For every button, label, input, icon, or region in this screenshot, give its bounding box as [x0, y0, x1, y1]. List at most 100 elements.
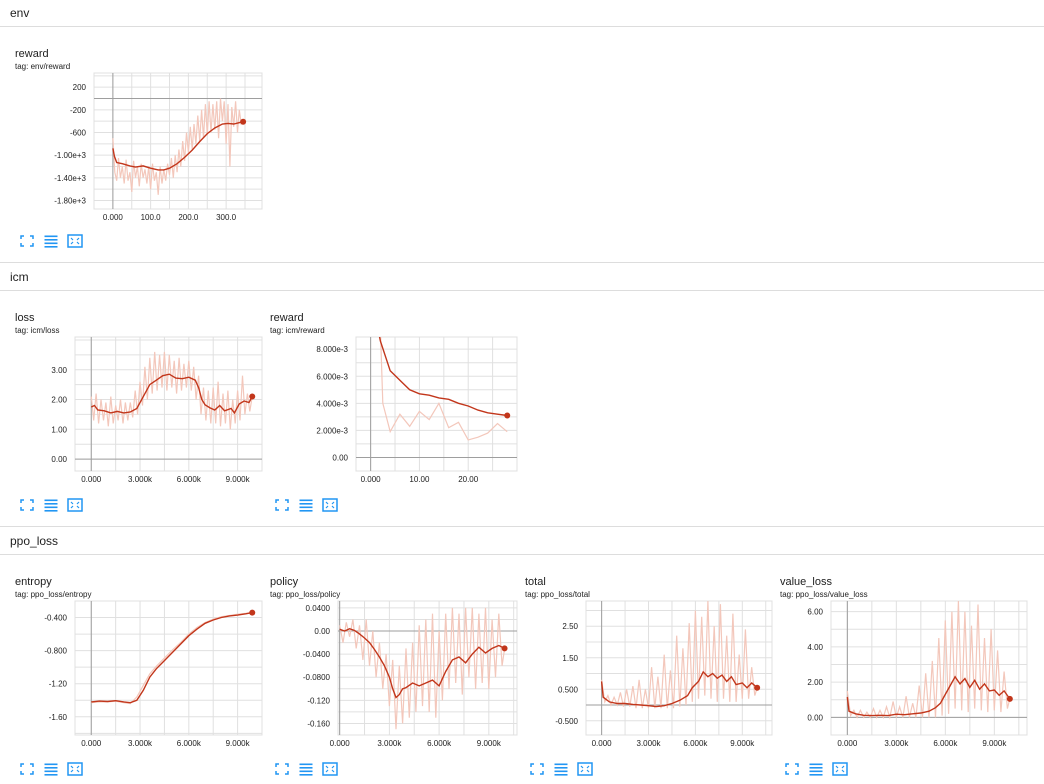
y-tick-label: -200 — [70, 106, 87, 115]
x-tick-label: 300.0 — [216, 213, 237, 222]
y-tick-label: 1.00 — [51, 425, 67, 434]
x-tick-label: 6.000k — [177, 475, 202, 484]
last-value-marker — [501, 645, 508, 652]
fit-to-data-icon[interactable] — [19, 498, 35, 512]
smoothed-series-line — [378, 337, 508, 417]
fit-to-data-icon[interactable] — [274, 498, 290, 512]
line-chart[interactable]: 0.000 3.000k 6.000k 9.000k 0.0400 0.00 -0.0400… — [255, 534, 525, 759]
chart-card-icm-reward: reward tag: icm/reward 0.000 10.00 20.00 8.… — [255, 270, 518, 512]
smoothed-series-line — [112, 121, 244, 171]
raw-series-line — [846, 601, 1011, 720]
grid — [75, 600, 263, 735]
x-tick-label: 0.000 — [330, 739, 351, 748]
raw-series-line — [380, 337, 508, 441]
x-tick-label: 6.000k — [933, 739, 958, 748]
smoothed-series-line — [91, 373, 253, 415]
y-tick-label: -0.120 — [307, 696, 330, 705]
section-name: env — [10, 6, 30, 20]
fit-to-data-icon[interactable] — [784, 762, 800, 776]
x-tick-label: 100.0 — [141, 213, 162, 222]
grid — [75, 337, 263, 471]
x-tick-label: 3.000k — [637, 739, 662, 748]
line-chart[interactable]: 0.000 10.00 20.00 8.000e-3 6.000e-3 4.000e-3 2… — [255, 270, 525, 495]
last-value-marker — [249, 393, 256, 400]
last-value-marker — [249, 609, 256, 616]
chart-tag: tag: ppo_loss/entropy — [15, 590, 92, 599]
raw-series-line — [90, 351, 253, 430]
section-header-ppo-loss[interactable]: ppo_loss — [0, 528, 1044, 555]
toggle-y-scale-icon[interactable] — [577, 762, 593, 776]
y-tick-label: 6.00 — [807, 608, 823, 617]
y-tick-label: -1.40e+3 — [54, 174, 86, 183]
fit-to-data-icon[interactable] — [19, 234, 35, 248]
chart-title: reward — [15, 48, 49, 60]
grid — [356, 337, 518, 472]
chart-title: reward — [270, 312, 304, 324]
toggle-y-scale-icon[interactable] — [322, 762, 338, 776]
data-table-icon[interactable] — [43, 762, 59, 776]
data-table-icon[interactable] — [43, 234, 59, 248]
line-chart[interactable]: 0.000 3.000k 6.000k 9.000k 2.50 1.50 0.500 -0.5… — [510, 534, 780, 759]
fit-to-data-icon[interactable] — [19, 762, 35, 776]
toggle-y-scale-icon[interactable] — [832, 762, 848, 776]
chart-tag: tag: env/reward — [15, 62, 71, 71]
x-tick-label: 20.00 — [458, 475, 479, 484]
section-divider — [0, 526, 1044, 527]
toggle-y-scale-icon[interactable] — [322, 498, 338, 512]
plot-frame — [93, 72, 263, 210]
section-header-env[interactable]: env — [0, 0, 1044, 27]
fit-to-data-icon[interactable] — [529, 762, 545, 776]
smoothed-series-line — [339, 627, 505, 699]
y-tick-label: 4.00 — [807, 643, 823, 652]
chart-tag: tag: icm/reward — [270, 326, 325, 335]
x-tick-label: 3.000k — [128, 739, 153, 748]
section-name: ppo_loss — [10, 534, 59, 548]
y-tick-label: -0.500 — [555, 717, 578, 726]
chart-tag: tag: ppo_loss/value_loss — [780, 590, 868, 599]
last-value-marker — [754, 684, 761, 691]
plot-frame — [74, 336, 263, 472]
toggle-y-scale-icon[interactable] — [67, 762, 83, 776]
x-tick-label: 0.000 — [361, 475, 382, 484]
data-table-icon[interactable] — [298, 762, 314, 776]
y-tick-label: 2.00 — [807, 678, 823, 687]
data-table-icon[interactable] — [43, 498, 59, 512]
y-tick-label: 6.000e-3 — [316, 372, 348, 381]
line-chart[interactable]: 0.000 3.000k 6.000k 9.000k -0.400 -0.800 -1.20… — [0, 534, 270, 759]
y-tick-label: 8.000e-3 — [316, 345, 348, 354]
smoothed-series-line — [600, 670, 758, 708]
plot-frame — [337, 600, 518, 736]
y-tick-label: 0.00 — [51, 455, 67, 464]
y-tick-label: 200 — [73, 83, 87, 92]
line-chart[interactable]: 0.000 3.000k 6.000k 9.000k 3.00 2.00 1.00 0.00 — [0, 270, 270, 495]
chart-tag: tag: ppo_loss/policy — [270, 590, 341, 599]
section-name: icm — [10, 270, 29, 284]
y-tick-label: 3.00 — [51, 366, 67, 375]
fit-to-data-icon[interactable] — [274, 762, 290, 776]
x-tick-label: 10.00 — [409, 475, 430, 484]
data-table-icon[interactable] — [808, 762, 824, 776]
data-table-icon[interactable] — [298, 498, 314, 512]
x-tick-label: 6.000k — [427, 739, 452, 748]
raw-series-line — [601, 601, 758, 709]
last-value-marker — [1006, 695, 1013, 702]
chart-title: policy — [270, 576, 299, 588]
x-tick-label: 9.000k — [226, 475, 251, 484]
y-tick-label: -0.400 — [44, 614, 67, 623]
grid — [93, 73, 262, 209]
y-tick-label: 0.0400 — [306, 604, 331, 613]
plot-frame — [355, 336, 518, 472]
x-tick-label: 200.0 — [178, 213, 199, 222]
x-tick-label: 0.000 — [837, 739, 858, 748]
chart-title: value_loss — [780, 576, 832, 588]
line-chart[interactable]: 0.000 100.0 200.0 300.0 200 -200 -600 -1.00e+3 -… — [0, 6, 270, 231]
smoothed-series-line — [91, 611, 253, 704]
y-tick-label: -0.160 — [307, 719, 330, 728]
chart-tag: tag: ppo_loss/total — [525, 590, 590, 599]
toggle-y-scale-icon[interactable] — [67, 498, 83, 512]
y-tick-label: 0.00 — [314, 627, 330, 636]
toggle-y-scale-icon[interactable] — [67, 234, 83, 248]
section-header-icm[interactable]: icm — [0, 264, 1044, 291]
line-chart[interactable]: 0.000 3.000k 6.000k 9.000k 6.00 4.00 2.00 0.00 — [765, 534, 1035, 759]
data-table-icon[interactable] — [553, 762, 569, 776]
